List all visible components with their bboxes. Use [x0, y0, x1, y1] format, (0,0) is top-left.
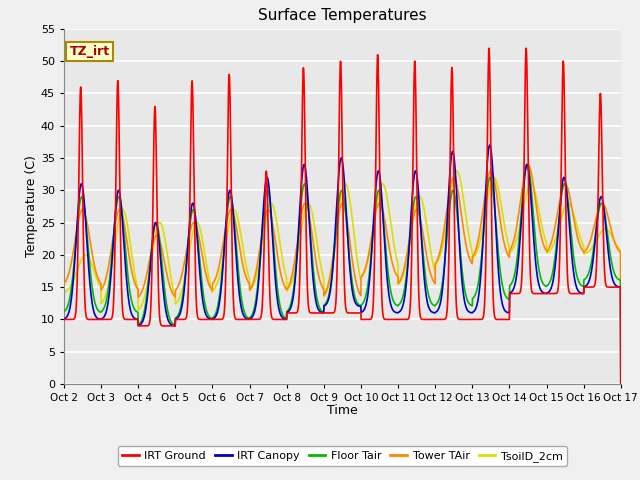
Text: TZ_irt: TZ_irt: [70, 45, 109, 58]
Legend: IRT Ground, IRT Canopy, Floor Tair, Tower TAir, TsoilD_2cm: IRT Ground, IRT Canopy, Floor Tair, Towe…: [118, 446, 567, 466]
X-axis label: Time: Time: [327, 405, 358, 418]
Y-axis label: Temperature (C): Temperature (C): [25, 156, 38, 257]
Title: Surface Temperatures: Surface Temperatures: [258, 9, 427, 24]
